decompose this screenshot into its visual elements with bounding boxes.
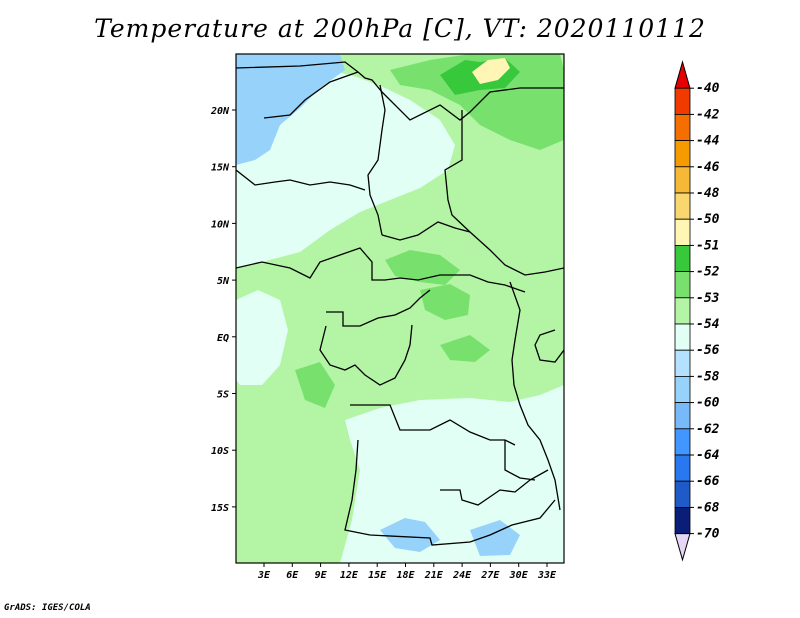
colorbar-segment	[674, 297, 691, 325]
field-region-51-north	[472, 58, 510, 84]
colorbar-label: -48	[696, 186, 720, 201]
colorbar-segment	[674, 402, 691, 430]
field-region-56-south	[340, 385, 564, 563]
lon-tick-label: 21E	[424, 570, 444, 581]
colorbar-segment	[674, 271, 691, 299]
border-line	[344, 439, 556, 546]
lat-tick-label: 10N	[211, 219, 230, 230]
border-line	[236, 247, 526, 293]
lon-tick-label: 27E	[480, 570, 500, 581]
lat-tick-label: 15N	[211, 163, 230, 174]
colorbar-label: -53	[696, 291, 720, 306]
field-region-53-congo	[420, 284, 470, 320]
border-line	[350, 404, 516, 446]
colorbar-label: -52	[696, 265, 720, 280]
colorbar-segment	[674, 140, 691, 168]
border-line	[236, 169, 366, 191]
colorbar-label: -50	[696, 212, 720, 227]
colorbar-label: -70	[696, 527, 720, 542]
colorbar-segment	[674, 60, 691, 89]
colorbar-segment	[674, 480, 691, 508]
lat-tick-label: 15S	[211, 503, 229, 514]
lat-tick-label: 5S	[217, 390, 229, 401]
latitude-axis: 20N 15N 10N 5N EQ 5S 10S 15S	[210, 106, 236, 514]
colorbar-label: -64	[696, 448, 720, 463]
border-line	[440, 469, 549, 506]
field-region-53-center	[385, 250, 460, 285]
colorbar-label: -42	[696, 107, 720, 122]
lon-tick-label: 6E	[286, 570, 299, 581]
colorbar-segment	[674, 454, 691, 482]
colorbar-segment	[674, 375, 691, 403]
border-line	[381, 221, 471, 241]
colorbar-label: -44	[696, 134, 720, 149]
colorbar-label: -58	[696, 369, 720, 384]
colorbar: -40 -42 -44 -46 -48 -50 -51 -52 -53 -54 -56 -58 -60 -…	[674, 60, 720, 562]
lon-tick-label: 12E	[340, 570, 359, 581]
field-region-56-west	[236, 290, 288, 385]
lon-tick-label: 3E	[257, 570, 271, 581]
longitude-axis: 3E 6E 9E 12E 15E 18E 21E 24E 27E 30E 33E	[257, 563, 557, 581]
colorbar-segment	[674, 323, 691, 351]
colorbar-label: -46	[696, 160, 720, 175]
border-line	[509, 281, 561, 511]
lat-tick-label: 10S	[211, 446, 229, 457]
border-line	[236, 61, 564, 121]
lat-tick-label: EQ	[217, 333, 229, 344]
field-region-53-coast	[295, 362, 335, 408]
lat-tick-label: 20N	[210, 106, 230, 117]
field-region-53-east	[440, 335, 490, 362]
colorbar-segment	[674, 428, 691, 456]
lon-tick-label: 24E	[452, 570, 472, 581]
border-line	[326, 289, 431, 327]
lat-tick-label: 5N	[217, 276, 230, 287]
colorbar-label: -40	[696, 81, 720, 96]
lon-tick-label: 30E	[509, 570, 529, 581]
map-frame	[235, 53, 565, 564]
border-line	[319, 324, 413, 386]
colorbar-label: -51	[696, 238, 719, 253]
field-region-53-northeast	[390, 54, 564, 150]
colorbar-segment	[674, 349, 691, 377]
country-borders	[236, 61, 564, 546]
colorbar-segment	[674, 506, 691, 534]
colorbar-underflow	[674, 533, 691, 562]
field-region-58-southeast	[470, 520, 520, 556]
field-region-58-south	[380, 518, 440, 552]
colorbar-label: -56	[696, 343, 720, 358]
border-line	[534, 329, 564, 363]
colorbar-label: -60	[696, 396, 720, 411]
colorbar-segment	[674, 166, 691, 194]
colorbar-segment	[674, 114, 691, 142]
grads-credit: GrADS: IGES/COLA	[4, 603, 91, 613]
colorbar-segment	[674, 87, 691, 115]
colorbar-label: -68	[696, 500, 720, 515]
colorbar-label: -62	[696, 422, 720, 437]
border-line	[263, 71, 359, 119]
lon-tick-label: 18E	[396, 570, 415, 581]
colorbar-segment	[674, 244, 691, 272]
field-region-58-northwest	[236, 54, 345, 165]
chart-title: Temperature at 200hPa [C], VT: 202011011…	[94, 14, 706, 43]
colorbar-segment	[674, 218, 691, 246]
colorbar-label: -66	[696, 474, 720, 489]
border-line	[504, 440, 536, 481]
lon-tick-label: 9E	[315, 570, 328, 581]
colorbar-segment	[674, 192, 691, 220]
border-line	[367, 84, 386, 236]
colorbar-label: -54	[696, 317, 720, 332]
lon-tick-label: 15E	[368, 570, 387, 581]
lon-tick-label: 33E	[537, 570, 557, 581]
temperature-field	[236, 54, 564, 563]
